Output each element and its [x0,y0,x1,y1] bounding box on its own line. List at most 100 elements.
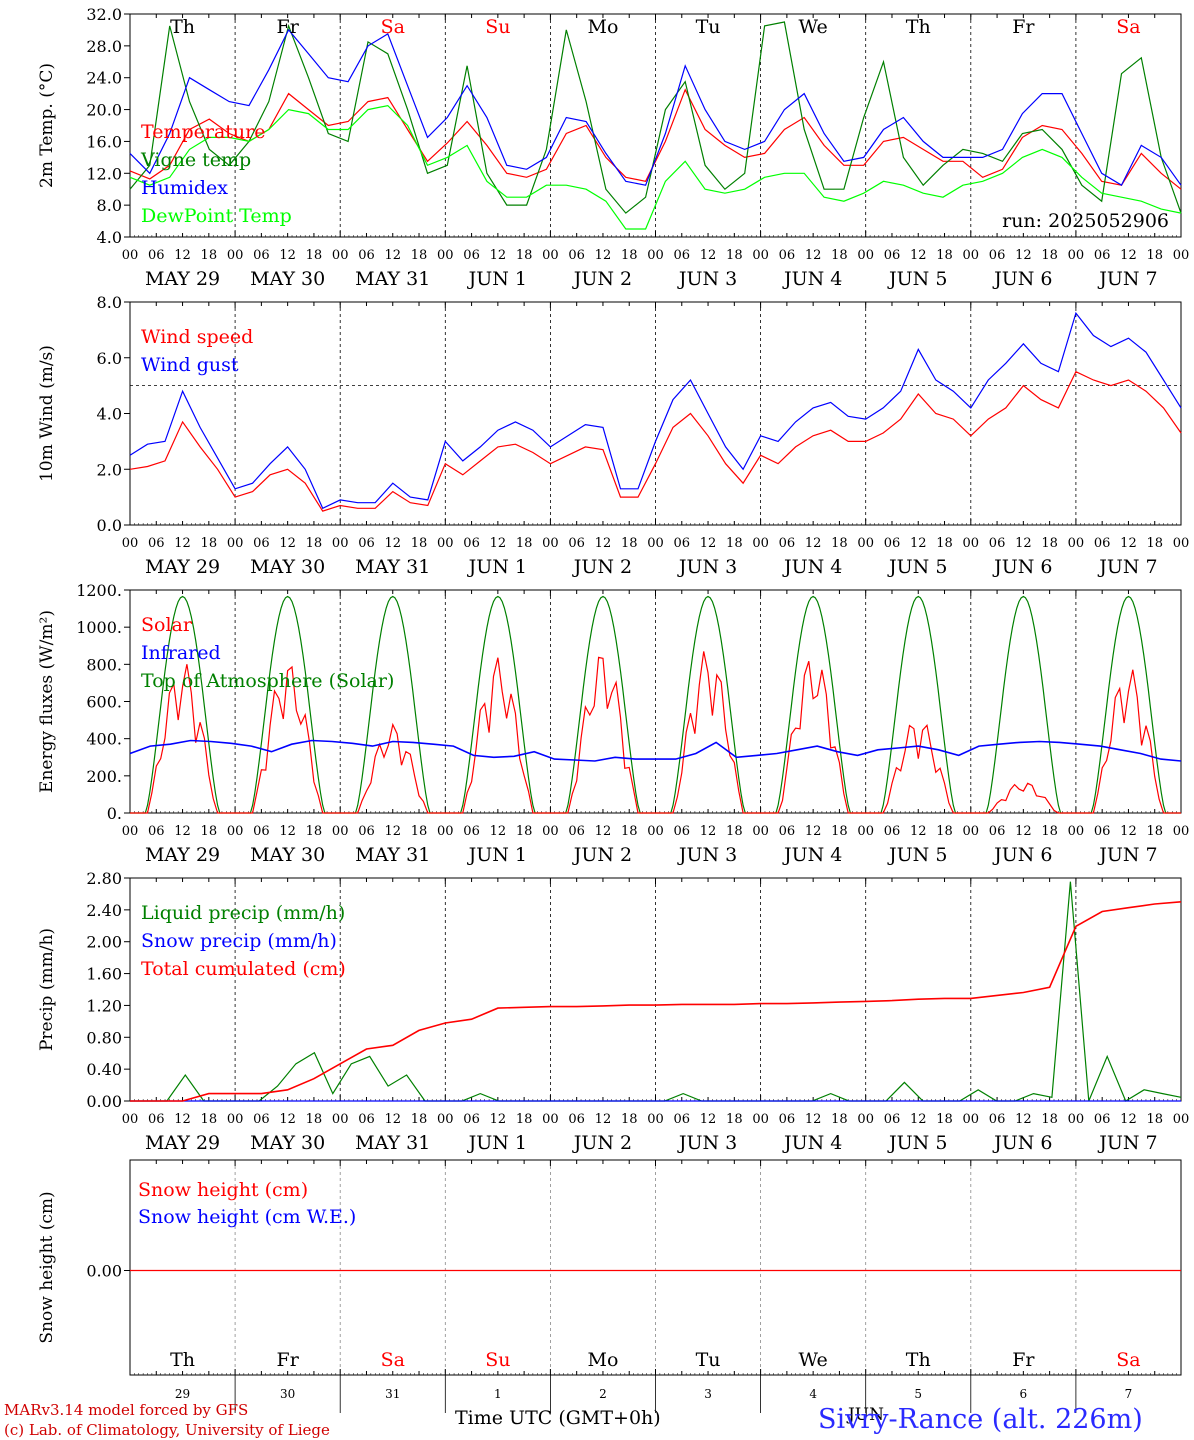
x-hour-label: 18 [1041,536,1058,551]
x-date-label: MAY 31 [355,268,430,290]
y-axis-label: 10m Wind (m/s) [37,345,57,482]
x-hour-label: 12 [174,248,191,263]
x-hour-label: 18 [1041,248,1058,263]
x-hour-label: 12 [595,1112,612,1127]
x-hour-label: 18 [726,1112,743,1127]
day-number: 3 [704,1387,712,1401]
day-name: Mo [587,16,618,38]
panel-5: 0.00 Snow height (cm) Th Fr Sa Su Mo Tu We Th Fr Sa… [37,1159,1182,1425]
x-hour-label: 18 [726,824,743,839]
x-date-label: JUN 5 [887,844,947,866]
x-hour-label: 00 [437,1112,454,1127]
day-name: We [799,16,828,38]
panel-4: 0.00 0.40 0.80 1.20 1.60 2.00 2.40 2.80 Precip (… [37,869,1189,1154]
x-hour-label: 06 [779,824,796,839]
day-name: Sa [381,16,405,38]
day-number: 6 [1020,1387,1028,1401]
x-hour-label: 18 [411,1112,428,1127]
y-tick-label: 8.0 [97,293,122,312]
y-tick-label: 1.60 [86,965,122,984]
x-hour-label: 12 [805,824,822,839]
x-hour-label: 12 [174,1112,191,1127]
x-hour-label: 00 [647,824,664,839]
x-hour-label: 18 [621,1112,638,1127]
y-tick-label: 400. [86,730,122,749]
x-hour-label: 18 [411,536,428,551]
day-name: Th [170,16,195,38]
month-label: JUN [846,1405,884,1425]
x-date-label: JUN 2 [572,556,632,578]
x-date-label: JUN 7 [1097,556,1157,578]
x-hour-label: 06 [1094,248,1111,263]
x-hour-label: 06 [989,1112,1006,1127]
x-hour-label: 06 [253,248,270,263]
x-hour-label: 06 [779,1112,796,1127]
x-hour-label: 06 [568,1112,585,1127]
x-hour-label: 06 [674,824,691,839]
x-hour-label: 00 [1068,248,1085,263]
x-hour-label: 00 [647,248,664,263]
x-hour-label: 00 [542,1112,559,1127]
x-hour-label: 18 [936,1112,953,1127]
x-hour-label: 12 [174,536,191,551]
day-name: Tu [696,1349,721,1371]
series-wind-speed [129,370,1182,512]
x-hour-label: 00 [437,824,454,839]
series-infrared [129,739,1182,762]
x-hour-label: 00 [1173,824,1190,839]
x-hour-label: 12 [1015,1112,1032,1127]
x-date-label: JUN 1 [467,844,527,866]
day-number: 7 [1125,1387,1133,1401]
x-hour-label: 12 [700,536,717,551]
x-hour-label: 06 [1094,824,1111,839]
day-name: We [799,1349,828,1371]
x-hour-label: 06 [884,536,901,551]
x-hour-label: 06 [568,824,585,839]
x-date-label: JUN 4 [782,556,842,578]
x-hour-label: 00 [963,824,980,839]
x-hour-label: 18 [306,248,323,263]
x-hour-label: 18 [621,824,638,839]
y-tick-label: 16.0 [86,132,122,151]
x-hour-label: 18 [831,536,848,551]
x-hour-label: 00 [1068,824,1085,839]
x-date-label: MAY 29 [145,844,220,866]
x-hour-label: 06 [884,1112,901,1127]
x-hour-label: 06 [253,1112,270,1127]
x-hour-label: 00 [227,536,244,551]
y-tick-label: 0. [107,804,122,823]
day-name: Fr [277,1349,300,1371]
series-wind-gust [129,311,1182,510]
legend-entry: Humidex [141,177,228,199]
x-hour-label: 18 [411,248,428,263]
station-name: Sivry-Rance (alt. 226m) [818,1404,1143,1435]
x-hour-label: 12 [910,248,927,263]
y-tick-label: 1000. [76,618,122,637]
x-hour-label: 06 [463,824,480,839]
x-date-label: JUN 4 [782,844,842,866]
x-hour-label: 12 [595,824,612,839]
x-date-label: JUN 6 [992,556,1052,578]
x-hour-label: 12 [384,824,401,839]
x-hour-label: 00 [227,824,244,839]
x-hour-label: 00 [752,824,769,839]
day-name: Th [170,1349,195,1371]
x-hour-label: 18 [516,248,533,263]
y-tick-label: 4.0 [97,228,122,247]
x-hour-label: 12 [279,1112,296,1127]
x-hour-label: 12 [1015,824,1032,839]
legend-entry: Wind gust [141,354,239,376]
x-date-label: JUN 3 [677,844,737,866]
x-hour-label: 12 [279,248,296,263]
day-name: Th [906,1349,931,1371]
x-date-label: JUN 6 [992,844,1052,866]
y-tick-label: 600. [86,693,122,712]
panel-1: 4.0 8.0 12.0 16.0 20.0 24.0 28.0 32.0 2m Temp. (… [37,5,1189,290]
x-hour-label: 00 [857,248,874,263]
x-hour-label: 00 [752,1112,769,1127]
x-date-label: MAY 29 [145,556,220,578]
x-hour-label: 12 [700,1112,717,1127]
x-hour-label: 06 [463,1112,480,1127]
x-date-label: JUN 2 [572,268,632,290]
x-hour-label: 12 [805,248,822,263]
